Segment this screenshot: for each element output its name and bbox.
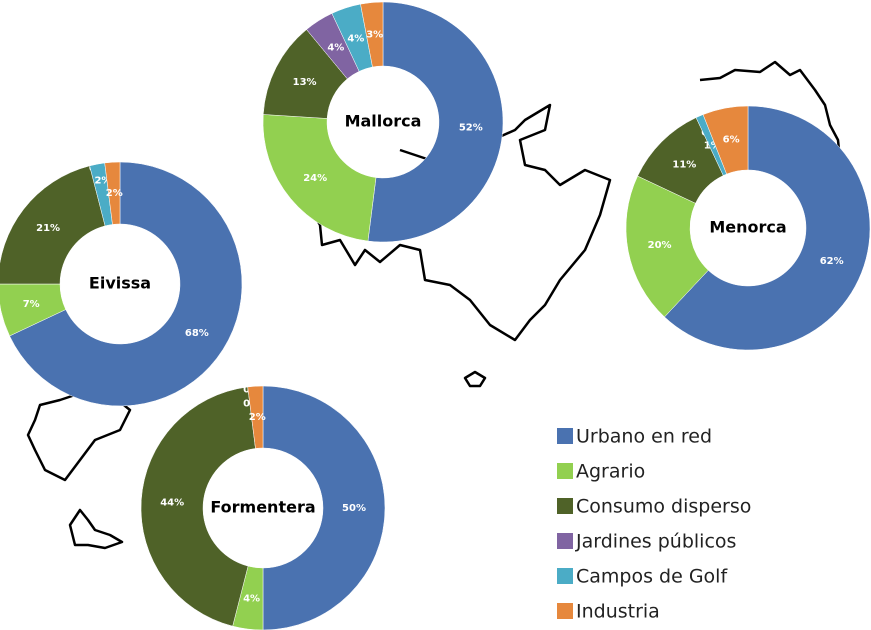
data-label: 3% — [366, 29, 383, 40]
chart-title: Mallorca — [345, 112, 422, 131]
data-label: 13% — [293, 77, 317, 88]
legend-label: Jardines públicos — [575, 531, 736, 553]
legend-label: Industria — [576, 601, 660, 623]
chart-title: Formentera — [210, 498, 315, 517]
cabrera-outline — [463, 370, 487, 388]
eivissa-outline — [26, 393, 132, 482]
donut-slice — [360, 1, 384, 68]
data-label: 1% — [704, 140, 721, 151]
legend-swatch — [557, 463, 573, 479]
legend-swatch — [557, 603, 573, 619]
donut-slice — [9, 161, 243, 407]
data-label: 4% — [327, 43, 344, 54]
data-label: 24% — [303, 173, 327, 184]
donut-slice — [367, 1, 504, 243]
legend-swatch — [557, 568, 573, 584]
legend-label: Agrario — [576, 461, 645, 483]
donut-chart: 50%4%44%0%0%2%Formentera — [140, 385, 386, 630]
data-label: 7% — [23, 299, 40, 310]
legend-label: Campos de Golf — [576, 566, 728, 588]
chart-title: Menorca — [709, 218, 786, 237]
data-label: 6% — [723, 135, 740, 146]
donut-chart: 52%24%13%4%4% 3%Mallorca — [262, 1, 504, 243]
data-label: 68% — [185, 328, 209, 339]
mallorca-outline — [298, 103, 612, 342]
data-label: 2% — [94, 176, 111, 187]
data-label: 21% — [36, 223, 60, 234]
formentera-outline — [68, 508, 124, 550]
data-label: 44% — [160, 497, 184, 508]
donut-slice — [247, 385, 264, 449]
donut-slice — [104, 161, 121, 225]
data-label: 4% — [347, 33, 364, 44]
donut-slice — [664, 105, 871, 351]
data-label: 62% — [820, 256, 844, 267]
legend-label: Urbano en red — [576, 426, 712, 448]
legend-swatch — [557, 428, 573, 444]
donut-slice — [262, 114, 377, 242]
donut-chart: 68%7%21%0%2%2%Eivissa — [0, 161, 243, 407]
menorca-outline — [699, 60, 842, 176]
donut-slice — [0, 165, 106, 285]
chart-title: Eivissa — [89, 274, 151, 293]
data-label: 4% — [243, 593, 260, 604]
data-label: 2% — [106, 188, 123, 199]
data-label: 52% — [459, 123, 483, 134]
donut-chart: 62%20%11%0%1%6%Menorca — [625, 105, 871, 351]
data-label: 20% — [648, 240, 672, 251]
legend-swatch — [557, 533, 573, 549]
donut-slice — [625, 175, 709, 318]
donut-slice — [262, 385, 386, 630]
legend-swatch — [557, 498, 573, 514]
donut-slice — [702, 105, 749, 175]
data-label: 50% — [342, 503, 366, 514]
data-label: 2% — [249, 412, 266, 423]
data-label: 11% — [672, 159, 696, 170]
donut-slice — [140, 386, 256, 627]
legend: Urbano en red Agrario Consumo disperso Jard… — [557, 426, 751, 623]
legend-label: Consumo disperso — [576, 496, 751, 518]
